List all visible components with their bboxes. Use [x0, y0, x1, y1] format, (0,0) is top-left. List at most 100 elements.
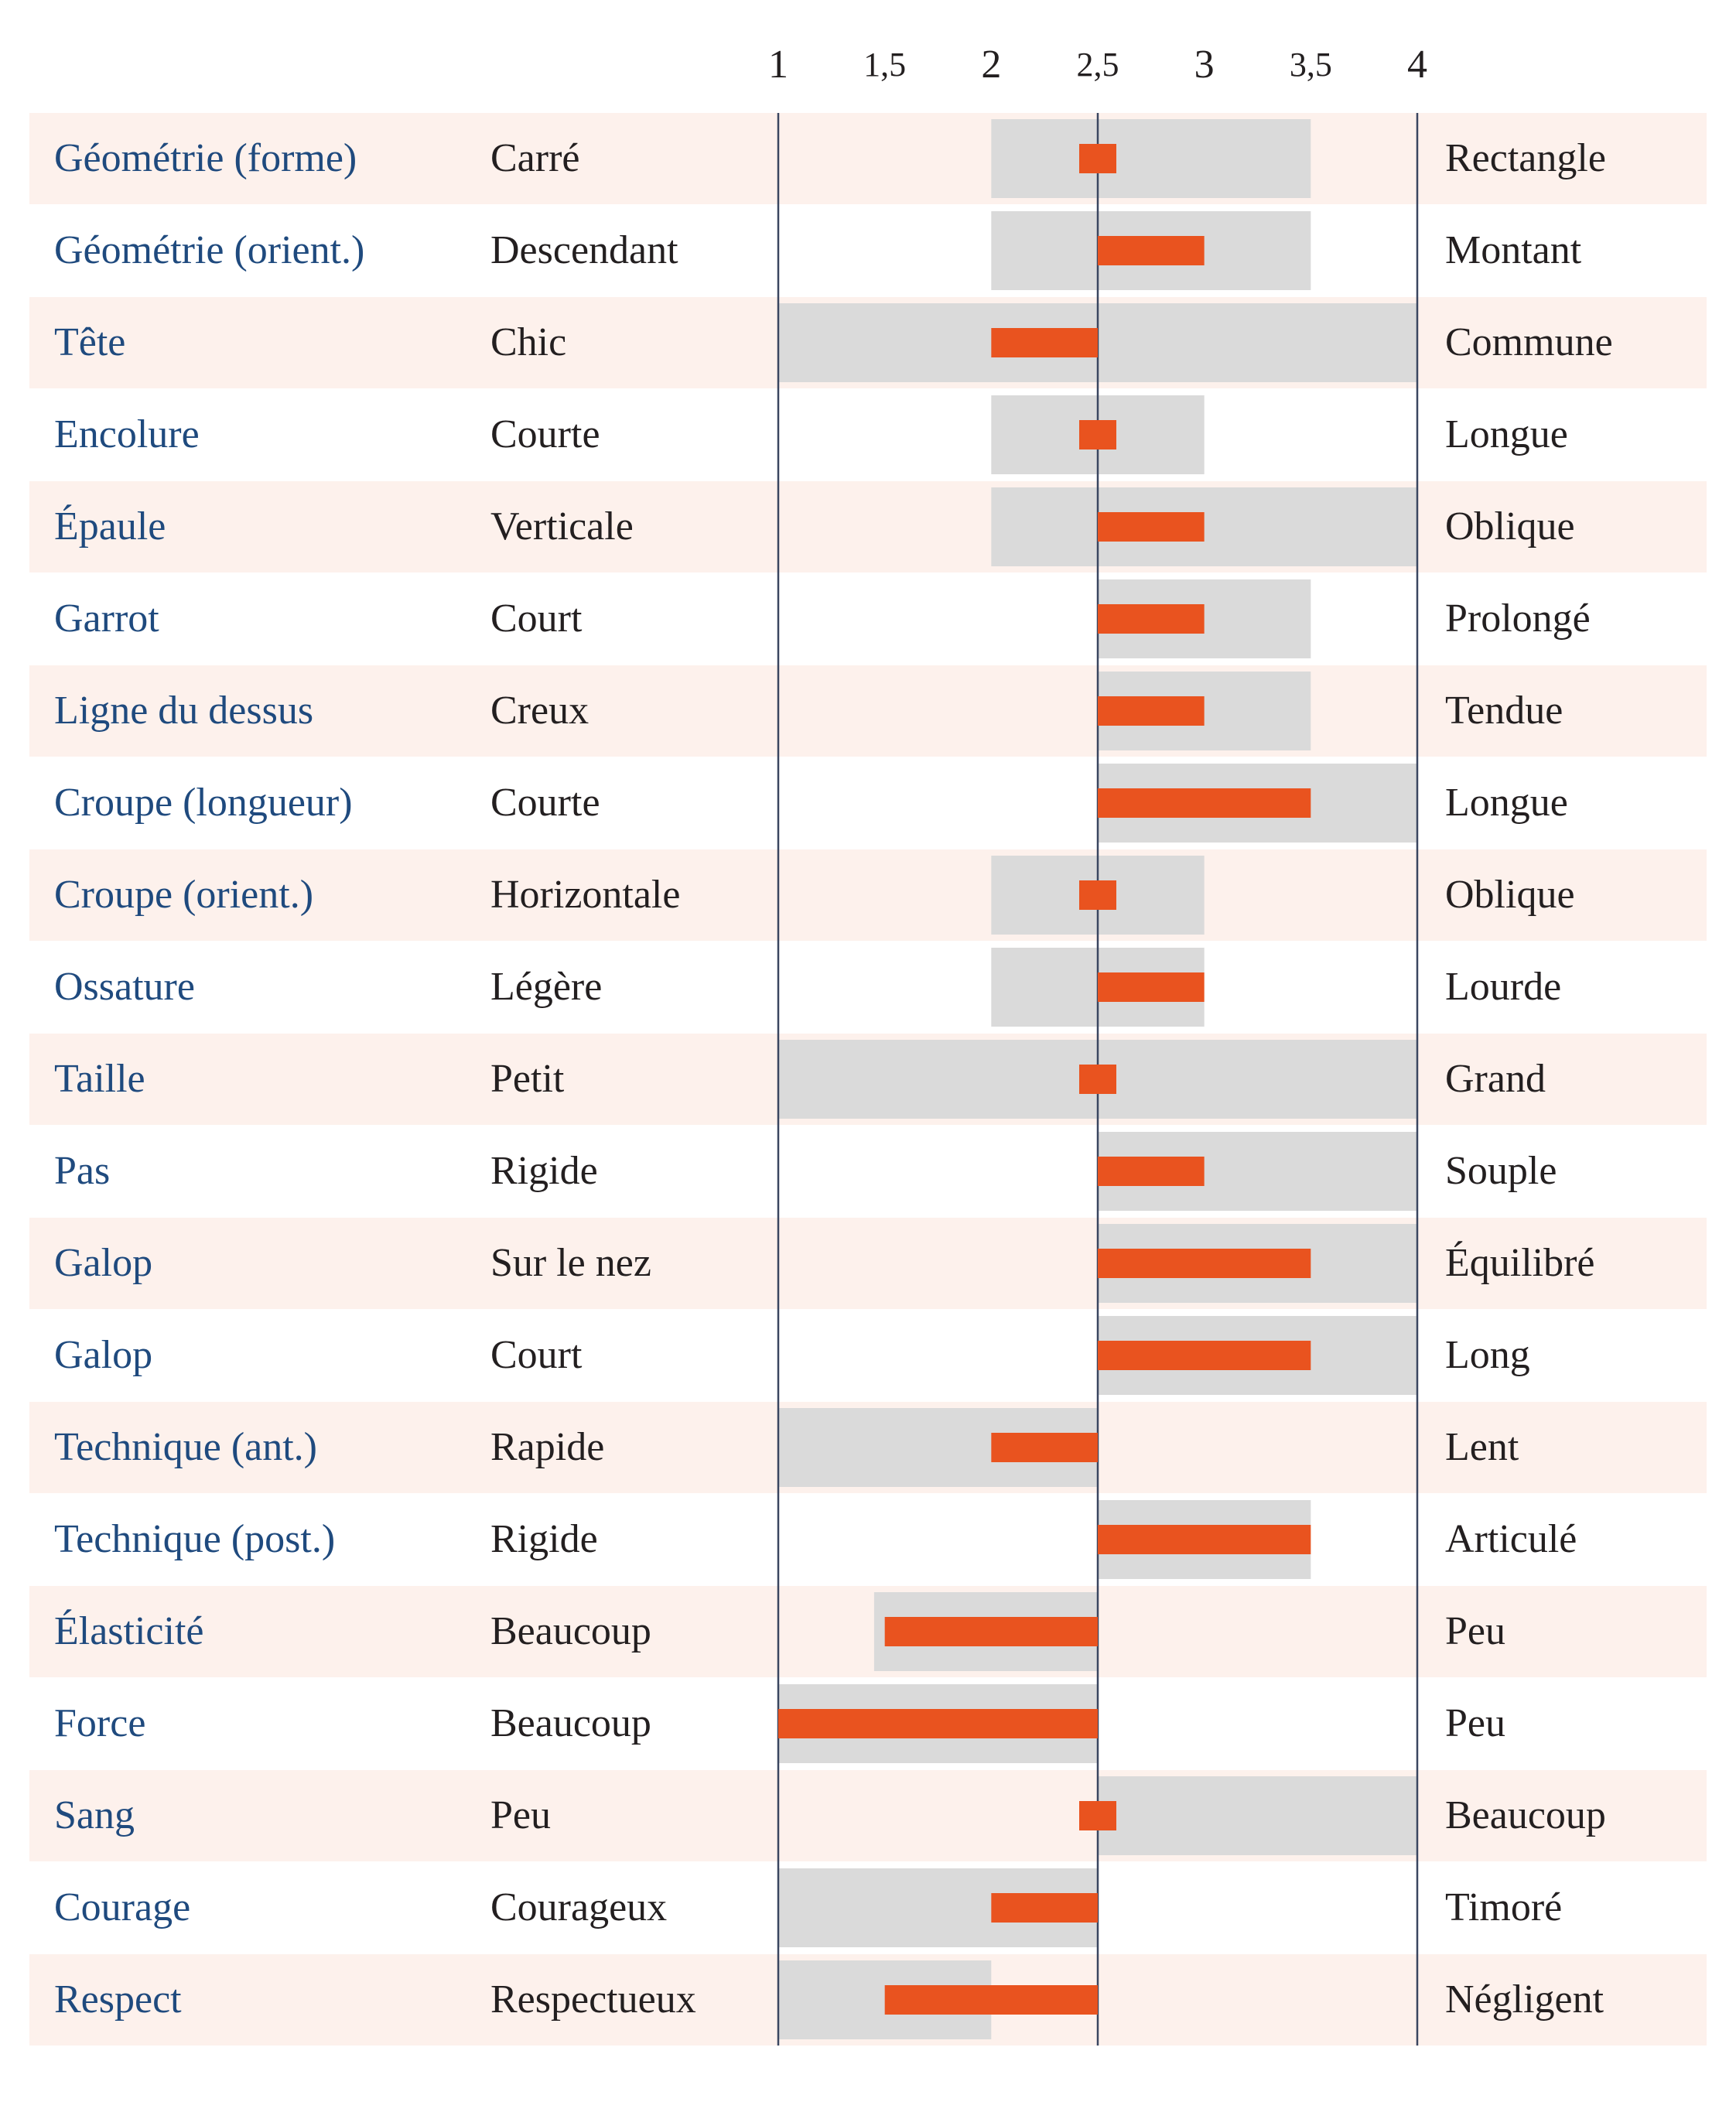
- low-end-label: Beaucoup: [490, 1701, 651, 1745]
- row-label: Sang: [54, 1793, 135, 1837]
- high-end-label: Lent: [1445, 1425, 1519, 1469]
- tick-label: 2,5: [1077, 46, 1119, 84]
- row-label: Élasticité: [54, 1608, 203, 1653]
- row-band: [29, 1770, 1707, 1861]
- high-end-label: Rectangle: [1445, 136, 1606, 180]
- high-end-label: Longue: [1445, 412, 1568, 456]
- value-bar: [1098, 1341, 1311, 1370]
- low-end-label: Court: [490, 596, 583, 641]
- tick-label: 1: [768, 43, 788, 87]
- row-label: Pas: [54, 1149, 110, 1193]
- row-label: Galop: [54, 1333, 152, 1377]
- high-end-label: Timoré: [1445, 1885, 1562, 1929]
- low-end-label: Légère: [490, 965, 602, 1009]
- value-bar: [1098, 788, 1311, 818]
- row-label: Galop: [54, 1241, 152, 1285]
- value-bar: [1098, 972, 1205, 1002]
- tick-label: 2: [981, 43, 1001, 87]
- tick-label: 3,5: [1290, 46, 1332, 84]
- row-label: Encolure: [54, 412, 200, 456]
- row-label: Croupe (orient.): [54, 873, 313, 917]
- value-bar: [778, 1709, 1098, 1738]
- tick-label: 3: [1194, 43, 1215, 87]
- row-band: [29, 1218, 1707, 1309]
- low-end-label: Creux: [490, 689, 589, 733]
- high-end-label: Beaucoup: [1445, 1793, 1606, 1837]
- range-bar: [991, 487, 1417, 566]
- high-end-label: Grand: [1445, 1057, 1546, 1101]
- value-bar: [991, 1433, 1098, 1462]
- low-end-label: Courte: [490, 412, 600, 456]
- high-end-label: Négligent: [1445, 1977, 1604, 2022]
- low-end-label: Horizontale: [490, 873, 680, 917]
- tick-label: 4: [1407, 43, 1427, 87]
- row-label: Épaule: [54, 504, 166, 549]
- high-end-label: Prolongé: [1445, 596, 1591, 641]
- value-bar: [1098, 696, 1205, 726]
- row-label: Tête: [54, 320, 125, 364]
- row-label: Courage: [54, 1885, 190, 1929]
- low-end-label: Respectueux: [490, 1977, 696, 2022]
- row-label: Respect: [54, 1977, 182, 2022]
- low-end-label: Petit: [490, 1057, 565, 1101]
- row-label: Ossature: [54, 965, 195, 1009]
- row-label: Technique (ant.): [54, 1425, 317, 1469]
- low-end-label: Chic: [490, 320, 566, 364]
- value-bar: [1079, 880, 1116, 910]
- value-bar: [1079, 144, 1116, 173]
- low-end-label: Carré: [490, 136, 579, 180]
- low-end-label: Rapide: [490, 1425, 604, 1469]
- high-end-label: Oblique: [1445, 873, 1575, 917]
- value-bar: [1079, 1801, 1116, 1830]
- value-bar: [1079, 420, 1116, 449]
- high-end-label: Équilibré: [1445, 1240, 1595, 1285]
- low-end-label: Courte: [490, 781, 600, 825]
- row-band: [29, 1586, 1707, 1677]
- row-label: Géométrie (forme): [54, 136, 357, 180]
- value-bar: [1079, 1065, 1116, 1094]
- value-bar: [884, 1617, 1098, 1646]
- low-end-label: Rigide: [490, 1149, 598, 1193]
- row-label: Force: [54, 1701, 145, 1745]
- low-end-label: Beaucoup: [490, 1609, 651, 1653]
- row-band: [29, 481, 1707, 572]
- high-end-label: Oblique: [1445, 504, 1575, 549]
- low-end-label: Descendant: [490, 228, 678, 272]
- row-label: Garrot: [54, 596, 159, 641]
- value-bar: [884, 1985, 1098, 2015]
- high-end-label: Long: [1445, 1333, 1530, 1377]
- low-end-label: Peu: [490, 1793, 551, 1837]
- value-bar: [991, 328, 1098, 357]
- range-bar: [991, 119, 1311, 198]
- range-bar: [1098, 1776, 1417, 1855]
- high-end-label: Souple: [1445, 1149, 1557, 1193]
- row-label: Technique (post.): [54, 1517, 335, 1561]
- low-end-label: Sur le nez: [490, 1241, 651, 1285]
- value-bar: [1098, 1157, 1205, 1186]
- high-end-label: Peu: [1445, 1701, 1505, 1745]
- row-label: Taille: [54, 1057, 145, 1101]
- high-end-label: Montant: [1445, 228, 1582, 272]
- tick-label: 1,5: [863, 46, 906, 84]
- row-label: Croupe (longueur): [54, 781, 353, 825]
- value-bar: [1098, 512, 1205, 542]
- value-bar: [1098, 604, 1205, 634]
- low-end-label: Verticale: [490, 504, 634, 549]
- high-end-label: Commune: [1445, 320, 1613, 364]
- row-band: [29, 665, 1707, 757]
- low-end-label: Rigide: [490, 1517, 598, 1561]
- high-end-label: Articulé: [1445, 1517, 1577, 1561]
- row-band: [29, 113, 1707, 204]
- high-end-label: Peu: [1445, 1609, 1505, 1653]
- row-label: Géométrie (orient.): [54, 228, 364, 272]
- value-bar: [1098, 1249, 1311, 1278]
- value-bar: [991, 1893, 1098, 1923]
- value-bar: [1098, 236, 1205, 265]
- low-end-label: Courageux: [490, 1885, 667, 1929]
- high-end-label: Tendue: [1445, 689, 1563, 733]
- row-band: [29, 849, 1707, 941]
- row-label: Ligne du dessus: [54, 689, 313, 733]
- low-end-label: Court: [490, 1333, 583, 1377]
- high-end-label: Longue: [1445, 781, 1568, 825]
